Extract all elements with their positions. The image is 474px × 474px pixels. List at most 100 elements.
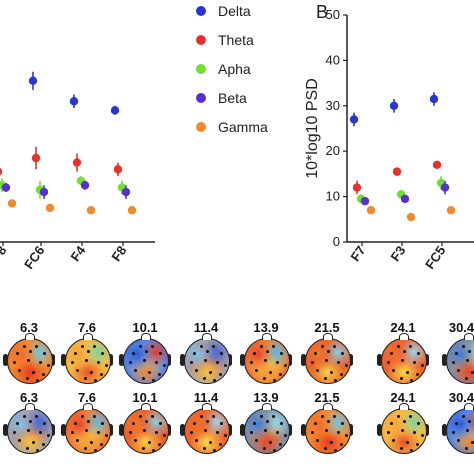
data-point-theta — [352, 183, 362, 192]
data-point-gamma — [127, 206, 137, 215]
left-ear-mark — [180, 424, 185, 436]
legend-marker-beta — [196, 93, 206, 103]
data-point-beta — [1, 183, 11, 192]
data-point-gamma — [406, 212, 416, 222]
electrode-dot — [311, 361, 314, 364]
electrode-dot — [213, 449, 216, 452]
electrode-dot — [101, 352, 104, 355]
electrode-dot — [466, 359, 469, 362]
electrode-dot — [18, 439, 21, 442]
electrode-dot — [74, 352, 77, 355]
scalp-map — [123, 408, 169, 454]
electrode-dot — [152, 449, 155, 452]
electrode-dot — [334, 449, 337, 452]
electrode-dot — [266, 420, 269, 423]
electrode-dot — [417, 352, 420, 355]
electrode-dot — [220, 352, 223, 355]
electrode-dot — [90, 371, 93, 374]
nose-mark — [399, 403, 409, 410]
electrode-dot — [220, 422, 223, 425]
left-ear-mark — [240, 354, 245, 366]
y-tick-label: 10 — [326, 189, 340, 204]
electrode-dot — [213, 379, 216, 382]
electrode-dot — [250, 361, 253, 364]
x-tick-label: F3 — [387, 243, 408, 264]
electrode-dot — [410, 449, 413, 452]
left-ear-mark — [301, 354, 306, 366]
scalp-map — [184, 338, 230, 384]
electrode-dot — [36, 449, 39, 452]
nose-mark — [202, 333, 212, 340]
electrode-dot — [71, 431, 74, 434]
electrode-dot — [337, 431, 340, 434]
electrode-dot — [269, 371, 272, 374]
electrode-dot — [100, 373, 103, 376]
topomap-row-1: 6.3 7.6 10.1 11.4 13.9 21.5 24.1 30.4 H — [0, 318, 474, 388]
electrode-dot — [93, 345, 96, 348]
electrode-dot — [23, 415, 26, 418]
electrode-dot — [81, 415, 84, 418]
legend-label: Theta — [218, 32, 254, 48]
electrode-dot — [39, 431, 42, 434]
electrode-dot — [400, 447, 403, 450]
electrode-dot — [462, 415, 465, 418]
left-ear-mark — [442, 424, 447, 436]
electrode-dot — [93, 415, 96, 418]
electrode-dot — [462, 345, 465, 348]
electrode-dot — [139, 415, 142, 418]
electrode-dot — [134, 369, 137, 372]
data-point-gamma — [45, 203, 55, 213]
electrode-dot — [466, 429, 469, 432]
legend-marker-theta — [196, 35, 206, 45]
data-point-delta — [69, 97, 79, 106]
data-point-delta — [429, 94, 439, 104]
scalp-map — [184, 408, 230, 454]
electrode-dot — [327, 420, 330, 423]
electrode-dot — [151, 415, 154, 418]
electrode-dot — [253, 422, 256, 425]
electrode-dot — [16, 422, 19, 425]
data-point-beta — [80, 181, 90, 190]
electrode-dot — [457, 369, 460, 372]
electrode-dot — [280, 422, 283, 425]
legend-marker-gamma — [196, 122, 206, 132]
left-ear-mark — [119, 354, 124, 366]
left-ear-mark — [61, 424, 66, 436]
nose-mark — [464, 333, 474, 340]
electrode-dot — [224, 364, 227, 367]
topomap-frequency-label: 30.4 H — [448, 390, 474, 405]
electrode-dot — [333, 415, 336, 418]
electrode-dot — [392, 369, 395, 372]
electrode-dot — [101, 422, 104, 425]
topomap-frequency-label: 13.9 — [253, 320, 279, 335]
electrode-dot — [203, 447, 206, 450]
electrode-dot — [18, 369, 21, 372]
data-point-theta — [392, 167, 402, 176]
electrode-dot — [76, 369, 79, 372]
electrode-dot — [321, 415, 324, 418]
electrode-dot — [345, 364, 348, 367]
electrode-dot — [416, 443, 419, 446]
electrode-dot — [148, 371, 151, 374]
electrode-dot — [400, 377, 403, 380]
electrode-dot — [280, 352, 283, 355]
electrode-dot — [471, 371, 474, 374]
scalp-map — [446, 408, 474, 454]
topomap-frequency-label: 7.6 — [77, 320, 97, 335]
data-point-beta — [39, 187, 49, 197]
electrode-dot — [276, 361, 279, 364]
electrode-dot — [216, 361, 219, 364]
topomap-frequency-label: 21.5 — [314, 320, 340, 335]
left-ear-mark — [3, 354, 8, 366]
topomap-frequency-label: 6.3 — [19, 320, 39, 335]
electrode-dot — [325, 359, 328, 362]
scalp-map — [381, 338, 427, 384]
electrode-dot — [413, 361, 416, 364]
electrode-dot — [155, 361, 158, 364]
electrode-dot — [129, 431, 132, 434]
electrode-dot — [42, 443, 45, 446]
electrode-dot — [330, 441, 333, 444]
left-ear-mark — [180, 354, 185, 366]
electrode-dot — [195, 439, 198, 442]
